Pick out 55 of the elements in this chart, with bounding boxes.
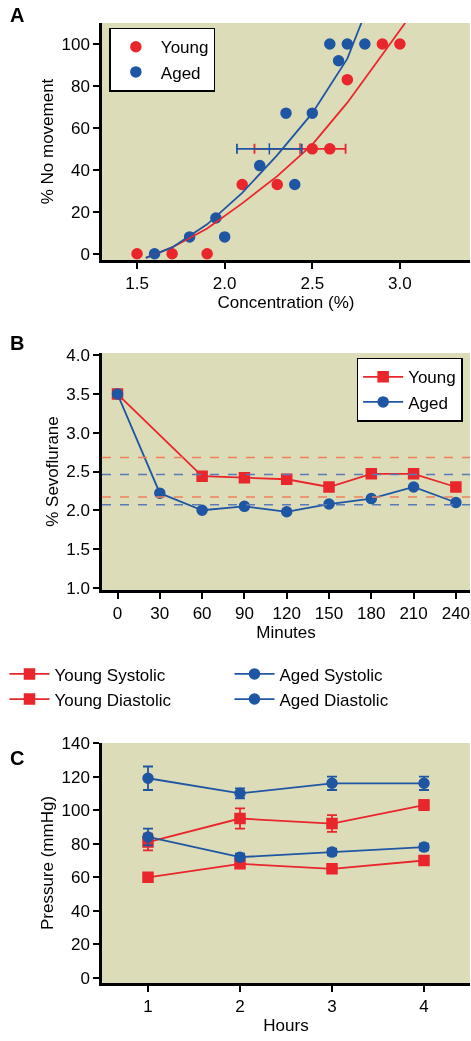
x-tick-label: 90: [234, 604, 254, 624]
x-axis-title: Minutes: [256, 623, 316, 643]
y-tick-label: 100: [61, 34, 90, 54]
x-tick-label: 150: [314, 604, 344, 624]
chart-title: B: [10, 332, 25, 354]
legend-label: Young Systolic: [54, 665, 166, 685]
chart-title: A: [10, 4, 25, 26]
y-tick-label: 20: [70, 202, 90, 222]
legend-label: Young: [160, 38, 209, 58]
y-axis-title: Pressure (mmHg): [38, 795, 58, 931]
chart-title: C: [10, 747, 25, 769]
x-tick-label: 1: [143, 997, 153, 1017]
y-tick-label: 3.5: [66, 385, 90, 404]
x-axis-title: Hours: [263, 1015, 309, 1035]
y-tick-label: 80: [70, 76, 90, 96]
x-tick-label: 240: [441, 604, 471, 624]
y-tick-label: 60: [70, 118, 90, 138]
y-tick-label: 3.0: [66, 423, 90, 443]
x-axis-title: Concentration (%): [217, 293, 355, 313]
legend-label: Aged Diastolic: [279, 690, 389, 710]
legend-label: Aged: [408, 393, 448, 413]
y-tick-label: 140: [61, 733, 90, 753]
y-tick-label: 40: [70, 160, 90, 180]
x-tick-label: 3.0: [388, 274, 412, 294]
x-tick-label: 0: [112, 604, 123, 624]
legend-label: Aged Systolic: [279, 665, 383, 685]
y-tick-label: 1.5: [66, 539, 90, 559]
x-tick-label: 60: [192, 604, 212, 624]
y-tick-label: 80: [70, 834, 90, 854]
y-tick-label: 2.0: [66, 501, 90, 521]
legend-label: Aged: [160, 63, 201, 83]
x-tick-label: 210: [399, 604, 428, 624]
y-tick-label: 100: [61, 801, 90, 821]
x-tick-label: 1.5: [125, 274, 149, 294]
x-tick-label: 3: [327, 997, 337, 1017]
x-tick-label: 120: [272, 604, 301, 624]
y-tick-label: 40: [70, 901, 90, 921]
x-tick-label: 4: [419, 997, 429, 1017]
x-tick-label: 30: [150, 604, 170, 624]
y-tick-label: 20: [70, 935, 90, 955]
y-tick-label: 0: [80, 968, 90, 988]
x-tick-label: 2.5: [300, 274, 325, 294]
y-tick-label: 1.0: [66, 578, 90, 598]
y-axis-title: % No movement: [38, 78, 58, 205]
y-tick-label: 0: [80, 244, 90, 264]
y-tick-label: 4.0: [66, 346, 90, 366]
x-tick-label: 2.0: [212, 274, 237, 294]
x-tick-label: 180: [357, 604, 386, 624]
x-tick-label: 2: [235, 997, 245, 1017]
y-tick-label: 60: [70, 868, 90, 888]
y-tick-label: 2.5: [66, 462, 90, 482]
legend-label: Young Diastolic: [54, 690, 172, 710]
y-tick-label: 120: [61, 767, 90, 787]
y-axis-title: % Sevoflurane: [42, 416, 62, 527]
legend-label: Young: [408, 368, 456, 388]
